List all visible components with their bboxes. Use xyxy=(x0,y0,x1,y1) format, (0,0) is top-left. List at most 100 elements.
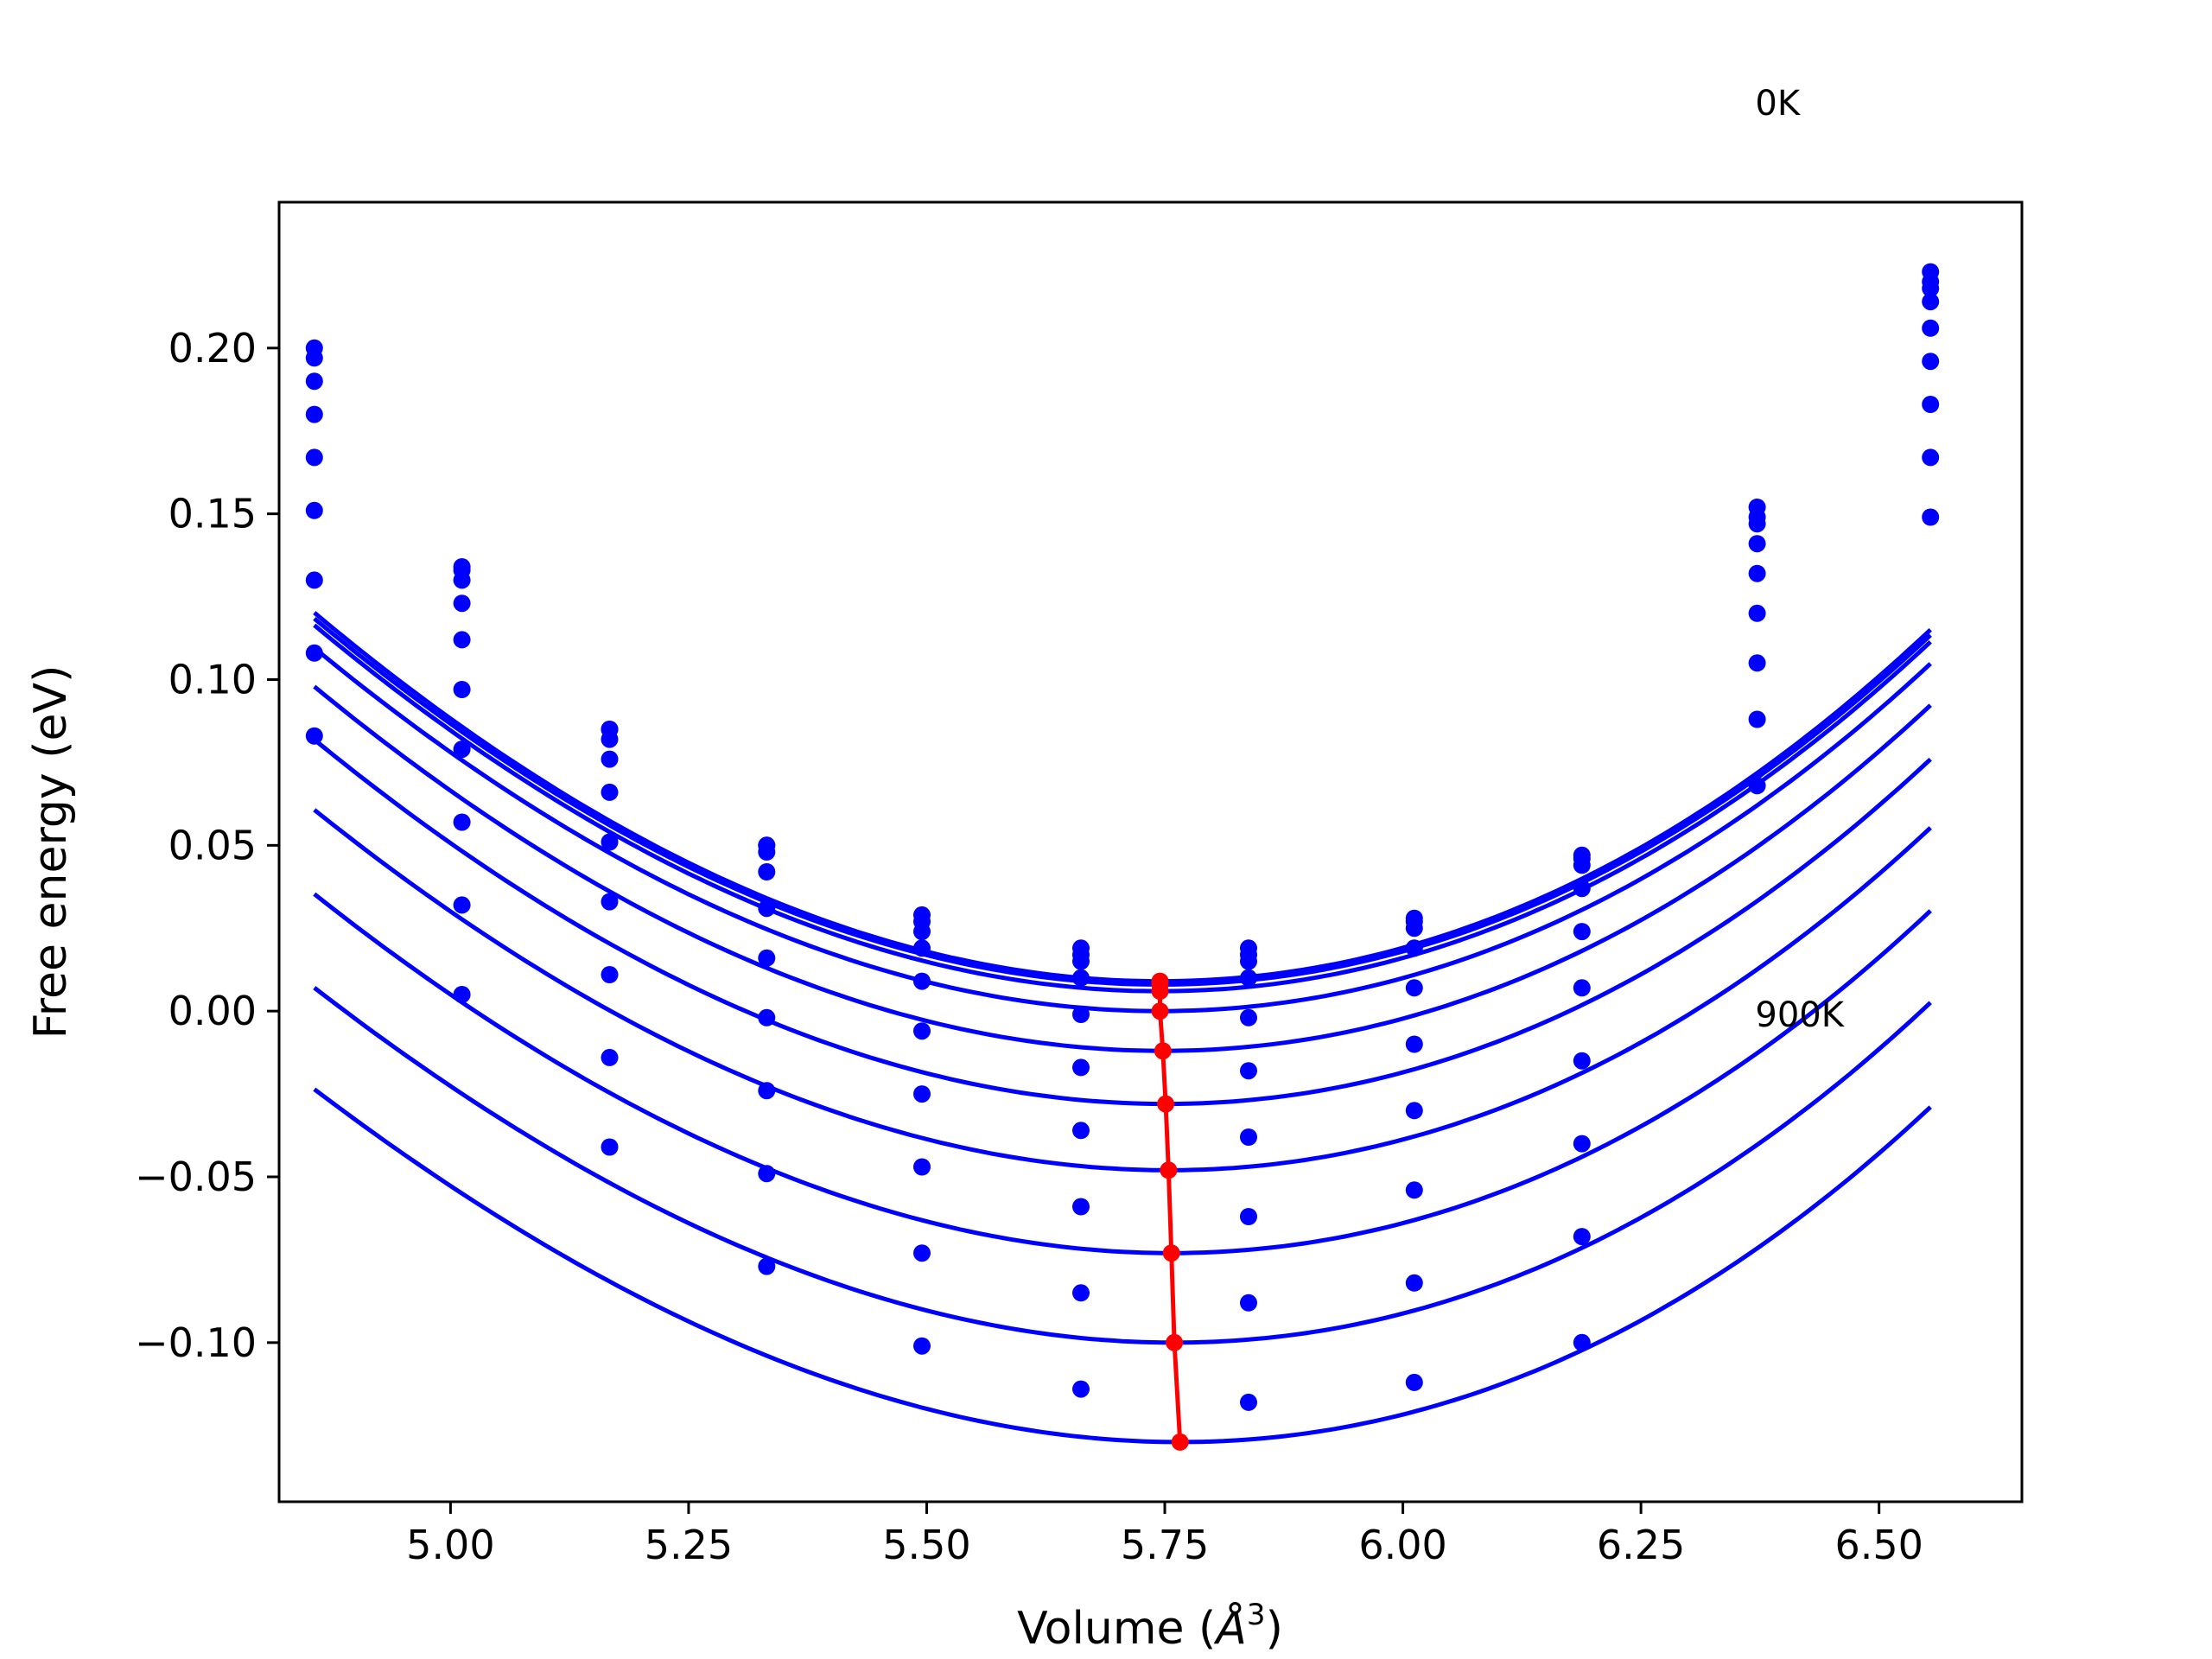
data-point-3-10 xyxy=(1748,515,1766,533)
fit-curve-7 xyxy=(313,808,1932,1173)
fit-curve-5 xyxy=(313,684,1932,1053)
data-point-5-10 xyxy=(1748,564,1766,582)
annotation-1: 0K xyxy=(1755,84,1801,124)
minimum-point-7 xyxy=(1160,1161,1178,1179)
fit-curve-8 xyxy=(313,892,1932,1255)
data-point-3-1 xyxy=(305,372,323,391)
data-point-6-6 xyxy=(1072,1058,1090,1077)
fit-curve-4 xyxy=(313,645,1932,1014)
data-point-7-9 xyxy=(1573,1052,1591,1070)
data-point-4-11 xyxy=(1922,293,1940,311)
data-point-6-4 xyxy=(758,949,776,967)
x-tick-label-3: 5.50 xyxy=(882,1522,970,1568)
y-axis: −0.10 −0.05 0.00 0.05 0.10 0.15 0.20 xyxy=(135,325,279,1366)
data-point-6-11 xyxy=(1922,353,1940,371)
data-point-2-1 xyxy=(305,349,323,367)
data-point-9-4 xyxy=(758,1165,776,1183)
data-point-3-11 xyxy=(1922,279,1940,297)
data-point-7-6 xyxy=(1072,1122,1090,1140)
data-point-9-5 xyxy=(913,1244,931,1262)
fit-curve-10 xyxy=(313,1087,1932,1445)
fit-curve-1 xyxy=(313,611,1932,984)
fit-curves xyxy=(313,611,1932,1445)
data-point-4-4 xyxy=(758,863,776,880)
data-point-4-1 xyxy=(305,405,323,423)
minimum-point-8 xyxy=(1162,1244,1180,1262)
data-point-9-8 xyxy=(1405,1274,1423,1292)
x-tick-label-4: 5.75 xyxy=(1121,1522,1209,1568)
data-point-10-2 xyxy=(453,986,471,1003)
data-point-9-6 xyxy=(1072,1284,1090,1302)
data-point-7-10 xyxy=(1748,654,1766,672)
data-point-3-8 xyxy=(1405,919,1423,938)
data-point-5-9 xyxy=(1573,923,1591,941)
data-point-4-2 xyxy=(453,594,471,613)
data-point-4-3 xyxy=(601,750,619,768)
data-point-8-9 xyxy=(1573,1135,1591,1153)
data-point-6-2 xyxy=(453,681,471,698)
data-point-7-4 xyxy=(758,1008,776,1027)
data-point-4-5 xyxy=(913,939,931,957)
data-point-5-3 xyxy=(601,783,619,801)
y-tick-label-1: −0.10 xyxy=(135,1319,257,1366)
data-point-7-5 xyxy=(913,1085,931,1103)
plot-frame xyxy=(277,200,2024,1503)
data-point-6-8 xyxy=(1405,1035,1423,1053)
data-point-7-8 xyxy=(1405,1102,1423,1120)
y-tick-label-7: 0.20 xyxy=(168,325,257,372)
data-point-9-3 xyxy=(601,1048,619,1066)
data-point-5-7 xyxy=(1240,1008,1257,1027)
data-point-8-5 xyxy=(913,1158,931,1176)
minimum-point-9 xyxy=(1166,1333,1184,1351)
data-point-8-11 xyxy=(1922,448,1940,467)
y-tick-label-3: 0.00 xyxy=(168,988,257,1034)
data-point-8-7 xyxy=(1240,1208,1257,1225)
data-point-3-5 xyxy=(913,923,931,941)
data-point-5-2 xyxy=(453,631,471,649)
data-point-6-5 xyxy=(913,1022,931,1040)
data-point-6-7 xyxy=(1240,1062,1257,1080)
data-point-5-8 xyxy=(1405,979,1423,997)
data-point-4-7 xyxy=(1240,969,1257,987)
y-tick-label-5: 0.10 xyxy=(168,656,257,702)
data-point-8-3 xyxy=(601,966,619,983)
data-point-6-3 xyxy=(601,833,619,851)
data-point-10-7 xyxy=(1240,1393,1257,1411)
data-point-6-1 xyxy=(305,501,323,519)
data-point-5-4 xyxy=(758,899,776,918)
minimum-point-5 xyxy=(1154,1042,1172,1060)
data-point-10-3 xyxy=(601,1138,619,1156)
fit-curve-2 xyxy=(313,616,1932,988)
x-tick-label-7: 6.50 xyxy=(1834,1522,1923,1568)
fit-curve-9 xyxy=(313,986,1932,1345)
x-axis: 5.00 5.25 5.50 5.75 6.00 6.25 6.50 xyxy=(406,1502,1923,1568)
x-axis-label: Volume (Å3) xyxy=(1017,1598,1283,1655)
annotations: 0K 900K xyxy=(1755,84,1845,1035)
data-point-3-3 xyxy=(601,730,619,748)
data-point-9-11 xyxy=(1922,508,1940,526)
data-point-9-2 xyxy=(453,896,471,914)
data-point-5-5 xyxy=(913,972,931,990)
annotation-2: 900K xyxy=(1755,995,1845,1035)
data-point-9-7 xyxy=(1240,1294,1257,1312)
data-point-5-6 xyxy=(1072,1006,1090,1023)
fit-curve-6 xyxy=(313,738,1932,1107)
data-point-8-8 xyxy=(1405,1181,1423,1199)
data-point-10-4 xyxy=(758,1257,776,1275)
minimum-point-4 xyxy=(1151,1002,1169,1020)
data-point-10-5 xyxy=(913,1337,931,1355)
fit-curve-3 xyxy=(313,623,1932,994)
y-tick-label-4: 0.05 xyxy=(168,822,257,868)
data-point-9-1 xyxy=(305,727,323,745)
data-point-6-10 xyxy=(1748,604,1766,622)
data-point-7-1 xyxy=(305,571,323,589)
data-point-3-2 xyxy=(453,571,471,589)
x-tick-label-6: 6.25 xyxy=(1597,1522,1685,1568)
data-point-3-9 xyxy=(1573,856,1591,874)
data-point-3-6 xyxy=(1072,952,1090,970)
data-point-9-9 xyxy=(1573,1228,1591,1246)
x-tick-label-1: 5.00 xyxy=(406,1522,494,1568)
data-point-6-9 xyxy=(1573,979,1591,997)
